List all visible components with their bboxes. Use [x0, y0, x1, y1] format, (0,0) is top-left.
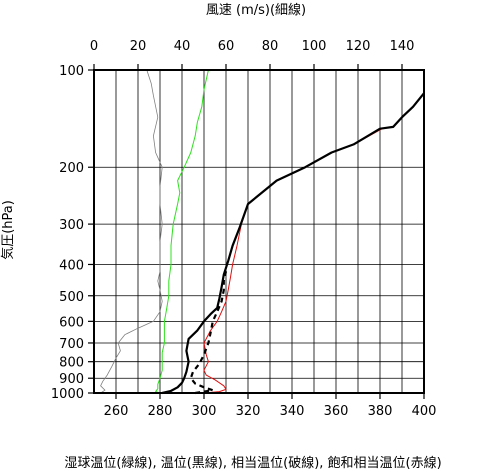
- bottom-axis-label: 湿球温位(緑線), 温位(黒線), 相当温位(破線), 飽和相当温位(赤線): [64, 455, 441, 471]
- bottom-tick-label: 340: [280, 404, 305, 419]
- bottom-tick-label: 380: [368, 404, 393, 419]
- bottom-tick-label: 360: [324, 404, 349, 419]
- top-tick-label: 140: [390, 39, 415, 54]
- wet-bulb-potential-temperature-line: [155, 69, 209, 394]
- y-tick-label: 100: [59, 64, 84, 79]
- top-tick-label: 40: [174, 39, 191, 54]
- top-tick-label: 20: [130, 39, 147, 54]
- y-tick-label: 800: [59, 356, 84, 371]
- top-tick-label: 120: [346, 39, 371, 54]
- bottom-tick-label: 300: [192, 404, 217, 419]
- y-tick-label: 600: [59, 315, 84, 330]
- y-tick-label: 400: [59, 258, 84, 273]
- bottom-tick-label: 400: [412, 404, 437, 419]
- series-lines: [100, 69, 425, 395]
- top-tick-label: 100: [302, 39, 327, 54]
- top-axis-label: 風速 (m/s)(細線): [206, 2, 306, 18]
- bottom-tick-label: 320: [236, 404, 261, 419]
- wind-speed-line: [100, 69, 163, 394]
- bottom-tick-label: 260: [104, 404, 129, 419]
- top-tick-label: 0: [90, 39, 98, 54]
- y-tick-label: 900: [59, 372, 84, 387]
- y-tick-label: 700: [59, 337, 84, 352]
- y-tick-label: 1000: [51, 387, 84, 402]
- y-tick-label: 500: [59, 290, 84, 305]
- top-tick-label: 80: [262, 39, 279, 54]
- y-tick-label: 300: [59, 218, 84, 233]
- y-axis-label: 気圧(hPa): [0, 200, 16, 260]
- bottom-tick-label: 280: [148, 404, 173, 419]
- potential-temperature-line: [161, 92, 425, 395]
- grid-lines: [94, 69, 424, 394]
- y-tick-label: 200: [59, 161, 84, 176]
- equivalent-potential-temperature-line: [189, 271, 228, 395]
- tick-marks: [88, 64, 425, 399]
- top-tick-label: 60: [218, 39, 235, 54]
- plot-frame: [93, 69, 425, 394]
